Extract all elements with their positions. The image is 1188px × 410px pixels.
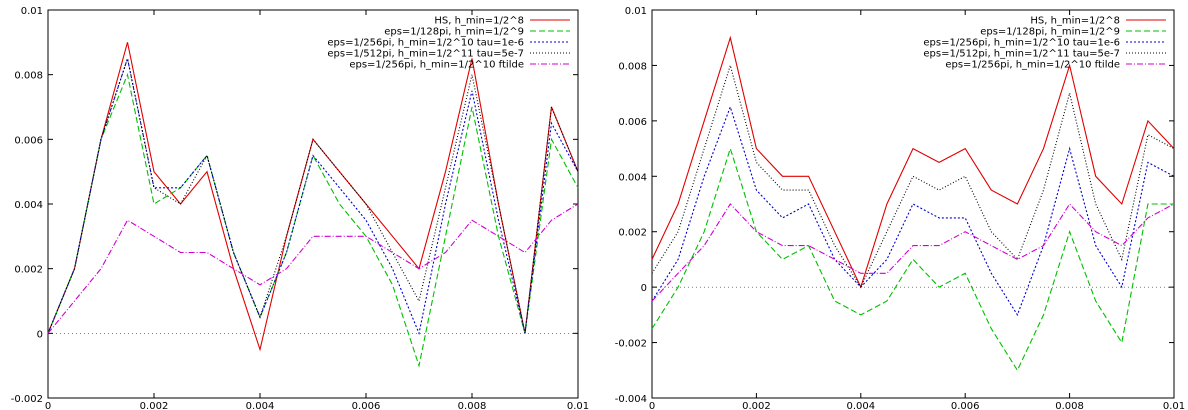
x-tick-label: 0.01 xyxy=(1163,401,1185,410)
right-line-chart: 0 0.002 0.004 0.006 0.008 0.01 -0.004 -0.002 0 0.… xyxy=(615,6,1185,410)
legend-label: eps=1/256pi, h_min=1/2^10 tau=1e-6 xyxy=(327,38,524,49)
y-tick-label: 0.002 xyxy=(618,228,647,239)
legend-label: HS, h_min=1/2^8 xyxy=(1030,16,1120,27)
y-tick-label: -0.002 xyxy=(11,394,43,405)
series-line-1 xyxy=(651,35,1175,289)
series-line-1 xyxy=(47,42,579,352)
x-tick-label: 0.006 xyxy=(352,401,381,410)
x-tick-label: 0.01 xyxy=(567,401,589,410)
x-tick-label: 0 xyxy=(649,401,655,410)
series-line-2 xyxy=(651,146,1174,372)
x-tick-label: 0.006 xyxy=(951,401,980,410)
left-line-chart: 0 0.002 0.004 0.006 0.008 0.01-0.00200.0020.0… xyxy=(11,6,589,410)
legend-label: HS, h_min=1/2^8 xyxy=(434,16,524,27)
y-tick-label: 0.004 xyxy=(618,172,647,183)
series-line-4 xyxy=(47,56,579,334)
legend-label: eps=1/512pi, h_min=1/2^11 tau=5e-7 xyxy=(923,49,1120,60)
legend-label: eps=1/256pi, h_min=1/2^10 ftilde xyxy=(349,60,524,71)
series-line-5 xyxy=(651,203,1175,302)
series-line-2 xyxy=(47,72,579,368)
y-tick-label: -0.002 xyxy=(615,339,647,350)
legend-label: eps=1/512pi, h_min=1/2^11 tau=5e-7 xyxy=(327,49,524,60)
y-tick-label: 0.004 xyxy=(14,200,43,211)
series-line-3 xyxy=(651,105,1175,317)
y-tick-label: 0.01 xyxy=(21,6,43,17)
legend-label: eps=1/256pi, h_min=1/2^10 ftilde xyxy=(945,60,1120,71)
y-tick-label: 0 xyxy=(37,329,43,340)
series-line-4 xyxy=(651,63,1175,289)
x-tick-label: 0 xyxy=(45,401,51,410)
y-tick-label: 0.01 xyxy=(625,6,647,17)
y-tick-label: 0.008 xyxy=(618,61,647,72)
series-line-3 xyxy=(47,56,579,336)
y-tick-label: 0.006 xyxy=(14,135,43,146)
legend-label: eps=1/256pi, h_min=1/2^10 tau=1e-6 xyxy=(923,38,1120,49)
x-tick-label: 0.002 xyxy=(742,401,771,410)
y-tick-label: 0.006 xyxy=(618,117,647,128)
y-tick-label: 0.008 xyxy=(14,71,43,82)
y-tick-label: 0 xyxy=(641,283,647,294)
series-line-5 xyxy=(47,203,579,334)
x-tick-label: 0.004 xyxy=(246,401,275,410)
legend-label: eps=1/128pi, h_min=1/2^9 xyxy=(980,27,1120,38)
x-tick-label: 0.002 xyxy=(140,401,169,410)
right-chart-panel: 0 0.002 0.004 0.006 0.008 0.01 -0.004 -0.002 0 0.… xyxy=(594,0,1188,410)
x-tick-label: 0.008 xyxy=(1055,401,1084,410)
left-chart-panel: 0 0.002 0.004 0.006 0.008 0.01 -0.002 0 0.002 0.0… xyxy=(11,6,589,410)
y-tick-label: -0.004 xyxy=(615,394,647,405)
x-tick-label: 0.008 xyxy=(458,401,487,410)
x-tick-label: 0.004 xyxy=(846,401,875,410)
legend-label: eps=1/128pi, h_min=1/2^9 xyxy=(384,27,524,38)
y-tick-label: 0.002 xyxy=(14,265,43,276)
